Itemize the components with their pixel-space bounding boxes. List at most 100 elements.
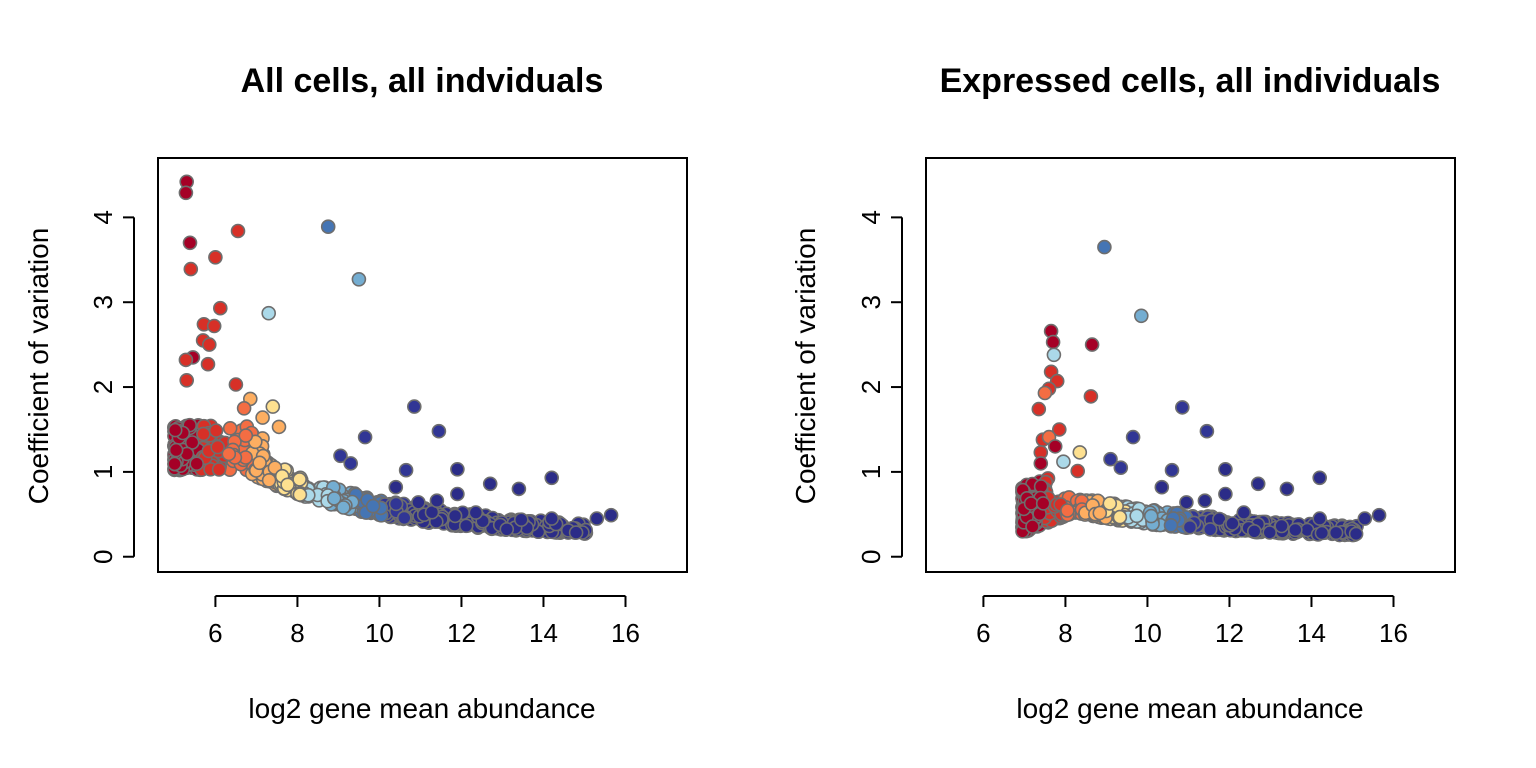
data-point xyxy=(265,399,281,414)
data-point xyxy=(603,507,619,523)
data-point xyxy=(1357,511,1373,526)
data-point xyxy=(252,455,267,471)
x-tick-label: 16 xyxy=(1379,618,1408,648)
data-point xyxy=(1112,509,1128,525)
data-point xyxy=(1045,334,1061,350)
data-point xyxy=(589,511,605,526)
x-tick-label: 8 xyxy=(290,618,304,648)
data-point xyxy=(1279,481,1295,497)
x-axis-label: log2 gene mean abundance xyxy=(1016,693,1363,724)
data-point xyxy=(208,249,223,265)
data-point xyxy=(196,426,211,442)
data-point xyxy=(1312,470,1327,486)
data-point xyxy=(179,372,194,388)
data-point xyxy=(1312,511,1327,526)
data-point xyxy=(1328,525,1344,541)
data-point xyxy=(513,512,529,528)
x-tick-label: 10 xyxy=(365,618,394,648)
plot-frame xyxy=(157,157,688,573)
data-point xyxy=(1154,479,1170,495)
data-point xyxy=(1247,523,1262,539)
data-point xyxy=(1236,505,1252,520)
data-point xyxy=(261,472,277,488)
data-point xyxy=(468,505,484,520)
data-point xyxy=(398,462,414,478)
data-point xyxy=(211,462,227,477)
data-point xyxy=(202,337,217,352)
data-point xyxy=(1199,423,1215,439)
x-tick-label: 6 xyxy=(976,618,990,648)
data-point xyxy=(1274,518,1289,534)
data-point xyxy=(1046,347,1062,363)
data-point xyxy=(1025,519,1040,534)
data-point xyxy=(271,419,287,435)
data-point xyxy=(1134,308,1149,324)
data-point xyxy=(1179,495,1194,510)
data-point xyxy=(178,352,194,368)
data-point xyxy=(336,500,351,515)
data-point xyxy=(1314,525,1330,541)
data-point xyxy=(236,400,252,416)
data-point xyxy=(1218,461,1233,477)
y-tick-label: 0 xyxy=(856,549,886,563)
data-point xyxy=(221,446,237,462)
data-point xyxy=(429,493,445,509)
y-tick-label: 3 xyxy=(88,295,118,309)
x-axis: 6 8 10 12 14 16 xyxy=(208,595,640,648)
x-axis: 6 8 10 12 14 16 xyxy=(976,595,1408,648)
y-axis: 0 1 2 3 4 xyxy=(88,210,135,564)
data-point xyxy=(1164,462,1180,478)
data-point xyxy=(182,235,198,251)
data-point xyxy=(1262,525,1277,540)
y-tick-label: 1 xyxy=(88,465,118,479)
y-tick-label: 4 xyxy=(856,210,886,224)
data-point xyxy=(1033,456,1049,471)
data-point xyxy=(1084,337,1100,352)
data-point xyxy=(238,428,254,443)
data-point xyxy=(1052,422,1067,437)
data-point xyxy=(1288,522,1303,538)
data-point xyxy=(1023,496,1039,511)
y-tick-label: 3 xyxy=(856,295,886,309)
x-tick-label: 14 xyxy=(529,618,558,648)
data-point xyxy=(1371,507,1387,523)
x-tick-label: 14 xyxy=(1297,618,1326,648)
data-point xyxy=(1060,503,1075,518)
data-point xyxy=(255,410,270,425)
data-point xyxy=(411,495,426,510)
data-point xyxy=(1182,519,1198,535)
data-point xyxy=(406,399,422,414)
data-point xyxy=(189,456,204,472)
data-point xyxy=(208,423,224,438)
data-point xyxy=(499,521,515,537)
data-point xyxy=(482,476,498,492)
x-tick-label: 6 xyxy=(208,618,222,648)
data-point xyxy=(326,491,342,506)
data-point xyxy=(1083,389,1099,404)
data-point xyxy=(1072,445,1088,460)
y-tick-label: 2 xyxy=(856,380,886,394)
y-tick-label: 2 xyxy=(88,380,118,394)
data-point xyxy=(1102,496,1118,511)
data-point xyxy=(343,456,359,471)
data-point xyxy=(1218,486,1233,502)
x-tick-label: 16 xyxy=(611,618,640,648)
data-point xyxy=(396,510,412,526)
data-point xyxy=(167,422,183,438)
data-point xyxy=(292,487,308,502)
data-point xyxy=(447,508,463,524)
y-axis: 0 1 2 3 4 xyxy=(856,210,903,564)
data-point xyxy=(178,185,194,201)
data-point xyxy=(450,461,465,477)
data-point xyxy=(1163,517,1179,533)
x-tick-label: 8 xyxy=(1058,618,1072,648)
data-point xyxy=(1031,401,1047,417)
points-layer xyxy=(167,174,619,541)
data-point xyxy=(1047,439,1063,454)
x-axis-label: log2 gene mean abundance xyxy=(248,693,595,724)
y-tick-label: 4 xyxy=(88,210,118,224)
data-point xyxy=(1175,400,1190,415)
points-layer xyxy=(1015,239,1387,543)
data-point xyxy=(1125,429,1141,445)
